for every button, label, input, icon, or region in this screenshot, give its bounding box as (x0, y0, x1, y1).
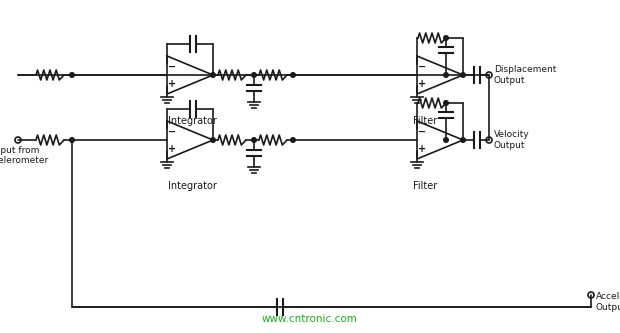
Circle shape (211, 73, 215, 77)
Circle shape (69, 138, 74, 142)
Circle shape (291, 73, 295, 77)
Text: −: − (168, 127, 176, 137)
Text: −: − (168, 62, 176, 72)
Circle shape (461, 138, 465, 142)
Text: −: − (418, 62, 426, 72)
Text: Integrator: Integrator (167, 181, 216, 191)
Text: +: + (168, 144, 176, 154)
Circle shape (211, 138, 215, 142)
Text: Integrator: Integrator (167, 116, 216, 126)
Circle shape (444, 73, 448, 77)
Text: +: + (418, 79, 426, 89)
Text: Filter: Filter (413, 181, 437, 191)
Circle shape (291, 138, 295, 142)
Text: +: + (168, 79, 176, 89)
Text: Filter: Filter (413, 116, 437, 126)
Text: www.cntronic.com: www.cntronic.com (262, 314, 358, 324)
Circle shape (252, 73, 256, 77)
Text: Displacement
Output: Displacement Output (494, 65, 556, 85)
Text: Velocity
Output: Velocity Output (494, 130, 529, 150)
Circle shape (69, 73, 74, 77)
Circle shape (444, 101, 448, 105)
Text: Input from
Accelerometer: Input from Accelerometer (0, 146, 49, 166)
Circle shape (444, 138, 448, 142)
Text: +: + (418, 144, 426, 154)
Circle shape (444, 36, 448, 40)
Circle shape (461, 73, 465, 77)
Text: −: − (418, 127, 426, 137)
Text: Acceleration
Output: Acceleration Output (596, 292, 620, 312)
Circle shape (252, 138, 256, 142)
